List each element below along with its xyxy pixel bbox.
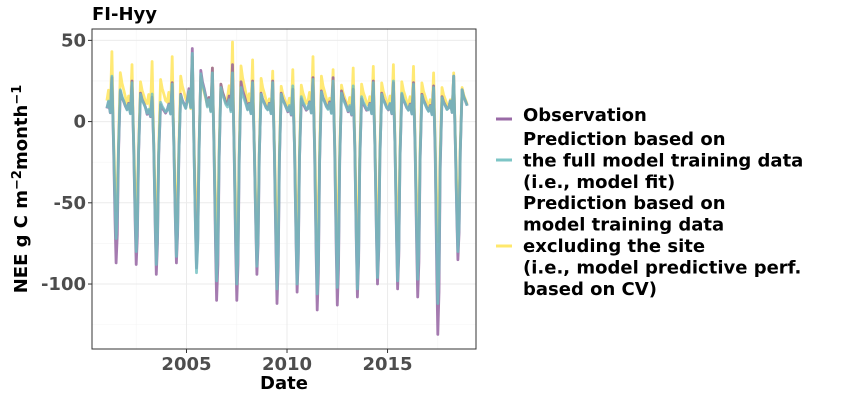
- y-axis: -100 -50 0 50: [41, 30, 92, 295]
- legend-label-full-model-prediction: the full model training data: [523, 151, 803, 172]
- y-tick-label: -50: [53, 193, 86, 214]
- legend-label-full-model-prediction: Prediction based on: [523, 129, 726, 150]
- legend-label-cv-prediction: model training data: [523, 215, 724, 236]
- legend-label-cv-prediction: based on CV): [523, 279, 657, 300]
- grid-lines: [92, 29, 476, 349]
- legend-label-cv-prediction: (i.e., model predictive perf.: [523, 258, 801, 279]
- y-axis-title: NEE g C m−2month−1: [10, 85, 32, 294]
- series-line-cv-prediction: [105, 40, 469, 247]
- x-axis: 2005 2010 2015: [161, 349, 413, 375]
- series-line-full-model-prediction: [105, 52, 469, 305]
- y-tick-label: 50: [61, 30, 86, 51]
- x-tick-label: 2010: [262, 354, 312, 375]
- y-axis-title-superscript-2: −1: [10, 85, 25, 105]
- y-tick-label: 0: [73, 112, 86, 133]
- legend-label-cv-prediction: Prediction based on: [523, 193, 726, 214]
- y-axis-title-superscript-1: −2: [10, 170, 25, 190]
- x-tick-label: 2005: [161, 354, 211, 375]
- y-axis-title-unit: month: [11, 105, 32, 170]
- legend-label-cv-prediction: excluding the site: [523, 236, 705, 257]
- x-tick-label: 2015: [362, 354, 412, 375]
- y-tick-label: -100: [41, 274, 86, 295]
- legend-label-observation: Observation: [523, 105, 647, 126]
- plot-panel-border: [91, 28, 477, 350]
- legend-label-full-model-prediction: (i.e., model fit): [523, 172, 675, 193]
- x-axis-title: Date: [260, 373, 308, 394]
- chart-title: FI-Hyy: [92, 4, 157, 25]
- y-axis-title-main: NEE g C m: [11, 190, 32, 293]
- series-layer: [105, 40, 469, 336]
